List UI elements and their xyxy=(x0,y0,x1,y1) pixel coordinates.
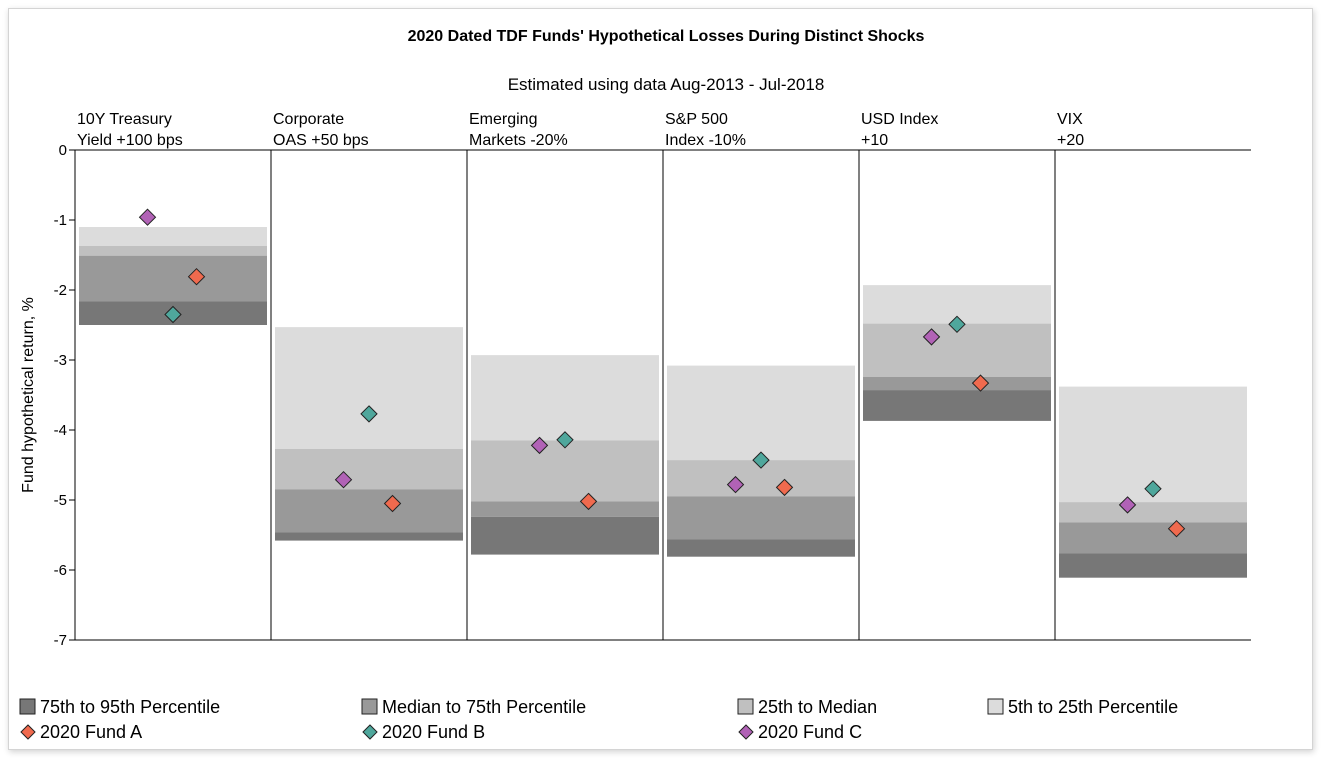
legend-label-4: 2020 Fund A xyxy=(40,722,142,742)
legend-label-0: 75th to 95th Percentile xyxy=(40,697,220,717)
point-2020-fund-a-2 xyxy=(579,492,598,511)
point-2020-fund-b-1 xyxy=(360,405,378,423)
point-2020-fund-b-3 xyxy=(752,451,770,469)
point-2020-fund-b-4 xyxy=(948,315,966,334)
panel-label-line1-0: 10Y Treasury xyxy=(77,111,172,128)
band-0-panel-3 xyxy=(667,365,855,461)
point-2020-fund-c-2 xyxy=(530,436,549,455)
point-2020-fund-b-0 xyxy=(164,305,182,324)
panel-label-line1-1: Corporate xyxy=(273,111,344,128)
band-0-panel-1 xyxy=(275,327,463,449)
band-1-panel-0 xyxy=(79,245,267,256)
legend-swatch-1 xyxy=(361,698,378,715)
band-2-panel-0 xyxy=(79,255,267,302)
chart-title: 2020 Dated TDF Funds' Hypothetical Losse… xyxy=(408,28,925,45)
legend-swatch-0 xyxy=(19,698,36,715)
band-1-panel-5 xyxy=(1059,502,1247,523)
point-2020-fund-a-0 xyxy=(187,267,206,286)
point-2020-fund-c-0 xyxy=(138,208,157,226)
y-axis-label: Fund hypothetical return, % xyxy=(20,297,37,493)
legend-marker-4 xyxy=(20,724,36,740)
band-2-panel-2 xyxy=(471,501,659,517)
point-2020-fund-b-2 xyxy=(556,431,574,449)
y-tick-label-6: -6 xyxy=(54,562,67,579)
panel-label-line2-3: Index -10% xyxy=(665,132,746,149)
chart-subtitle: Estimated using data Aug-2013 - Jul-2018 xyxy=(508,75,825,94)
y-tick-label-5: -5 xyxy=(54,492,67,509)
y-tick-label-1: -1 xyxy=(54,212,67,229)
band-0-panel-2 xyxy=(471,355,659,441)
plot-area: 0 -1 -2 -3 -4 -5 -6 -7 10Y Treasury Yield +100 bp… xyxy=(54,111,1251,649)
band-2-panel-4 xyxy=(863,376,1051,391)
point-2020-fund-c-3 xyxy=(726,475,745,494)
legend-swatch-3 xyxy=(987,698,1004,715)
legend-label-1: Median to 75th Percentile xyxy=(382,697,586,717)
legend-swatch-2 xyxy=(737,698,754,715)
point-2020-fund-c-5 xyxy=(1118,496,1137,514)
legend: 75th to 95th Percentile Median to 75th Pe… xyxy=(19,697,1178,742)
band-3-panel-2 xyxy=(471,516,659,555)
point-2020-fund-a-3 xyxy=(775,478,794,497)
band-2-panel-5 xyxy=(1059,522,1247,554)
band-3-panel-5 xyxy=(1059,553,1247,578)
band-1-panel-1 xyxy=(275,448,463,490)
panel-label-line1-5: VIX xyxy=(1057,111,1083,128)
panel-label-line2-0: Yield +100 bps xyxy=(77,132,183,149)
legend-marker-5 xyxy=(362,724,378,740)
panel-label-line2-2: Markets -20% xyxy=(469,132,568,149)
panel-label-line2-5: +20 xyxy=(1057,132,1084,149)
band-1-panel-2 xyxy=(471,440,659,502)
band-3-panel-3 xyxy=(667,539,855,557)
y-tick-label-2: -2 xyxy=(54,282,67,299)
panel-label-line2-4: +10 xyxy=(861,132,888,149)
band-3-panel-4 xyxy=(863,390,1051,421)
panel-label-line1-2: Emerging xyxy=(469,111,537,128)
legend-marker-6 xyxy=(738,724,754,740)
y-tick-label-4: -4 xyxy=(54,422,67,439)
point-2020-fund-c-4 xyxy=(922,328,941,346)
panel-label-line2-1: OAS +50 bps xyxy=(273,132,369,149)
panel-label-line1-3: S&P 500 xyxy=(665,111,728,128)
point-2020-fund-a-4 xyxy=(971,374,990,392)
band-2-panel-3 xyxy=(667,496,855,540)
panel-label-line1-4: USD Index xyxy=(861,111,938,128)
point-2020-fund-a-5 xyxy=(1167,519,1186,538)
y-tick-label-0: 0 xyxy=(59,142,67,159)
point-2020-fund-c-1 xyxy=(334,470,353,489)
legend-label-3: 5th to 25th Percentile xyxy=(1008,697,1178,717)
point-2020-fund-b-5 xyxy=(1144,480,1162,498)
y-tick-label-7: -7 xyxy=(54,632,67,649)
band-3-panel-1 xyxy=(275,532,463,541)
legend-label-2: 25th to Median xyxy=(758,697,877,717)
legend-label-6: 2020 Fund C xyxy=(758,722,862,742)
band-2-panel-1 xyxy=(275,489,463,533)
point-2020-fund-a-1 xyxy=(383,494,402,513)
band-0-panel-0 xyxy=(79,227,267,246)
chart-frame xyxy=(8,8,1313,750)
y-tick-label-3: -3 xyxy=(54,352,67,369)
legend-label-5: 2020 Fund B xyxy=(382,722,485,742)
